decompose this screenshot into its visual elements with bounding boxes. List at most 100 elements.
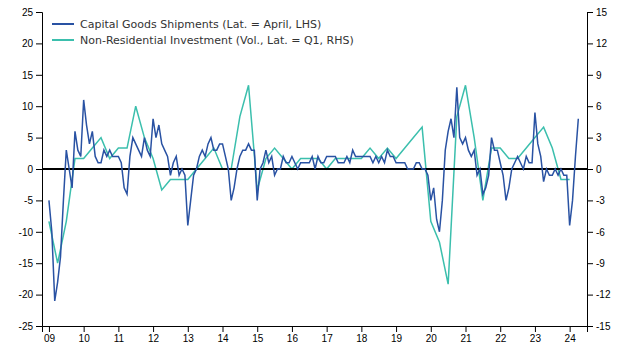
series-line: [49, 87, 578, 301]
tick-mark: [396, 326, 397, 332]
tick-mark: [257, 326, 258, 332]
tick-label: 10: [79, 333, 91, 344]
tick: 10: [79, 326, 91, 344]
tick-mark: [118, 326, 119, 332]
legend: Capital Goods Shipments (Lat. = April, L…: [52, 18, 354, 47]
tick: -25: [19, 321, 42, 332]
tick: 25: [22, 7, 42, 18]
tick-label: 12: [596, 38, 608, 49]
tick-mark: [36, 263, 42, 264]
tick-mark: [84, 326, 85, 332]
tick-mark: [36, 169, 42, 170]
tick-mark: [36, 12, 42, 13]
tick-mark: [36, 200, 42, 201]
y-axis: -25-20-15-10-50510152025: [19, 7, 43, 332]
tick: 12: [587, 38, 608, 49]
tick-label: -20: [19, 289, 34, 300]
tick-label: 23: [530, 333, 542, 344]
tick: 15: [252, 326, 264, 344]
tick: -20: [19, 289, 42, 300]
tick-label: 24: [565, 333, 577, 344]
tick: -12: [587, 289, 611, 300]
tick-label: -5: [24, 195, 33, 206]
tick-label: -3: [596, 195, 605, 206]
tick-label: 20: [22, 38, 34, 49]
tick: 19: [391, 326, 403, 344]
tick: 24: [565, 326, 577, 344]
tick-label: 15: [22, 70, 34, 81]
tick-mark: [535, 326, 536, 332]
tick: -5: [24, 195, 42, 206]
tick-mark: [36, 138, 42, 139]
tick-label: 9: [596, 70, 602, 81]
tick: 20: [426, 326, 438, 344]
tick: 0: [587, 164, 602, 175]
tick-label: 21: [460, 333, 472, 344]
legend-swatch: [52, 39, 74, 41]
tick-label: 11: [114, 333, 125, 344]
tick-label: 15: [252, 333, 264, 344]
tick-mark: [361, 326, 362, 332]
tick: -15: [19, 258, 42, 269]
tick-mark: [587, 200, 593, 201]
tick: 15: [587, 7, 608, 18]
axis-line: [588, 13, 594, 327]
tick-label: 6: [596, 101, 602, 112]
tick: 18: [356, 326, 368, 344]
tick-label: -15: [596, 321, 611, 332]
tick: 13: [183, 326, 195, 344]
tick-mark: [49, 326, 50, 332]
tick-label: 17: [322, 333, 334, 344]
tick: -10: [19, 227, 42, 238]
tick-label: 12: [148, 333, 160, 344]
tick-label: 14: [217, 333, 229, 344]
legend-item: Non-Residential Investment (Vol., Lat. =…: [52, 34, 354, 47]
tick-label: 18: [356, 333, 368, 344]
tick-mark: [292, 326, 293, 332]
tick: -15: [587, 321, 611, 332]
tick-mark: [36, 75, 42, 76]
tick-mark: [500, 326, 501, 332]
tick-label: 22: [495, 333, 507, 344]
marks: [42, 85, 587, 301]
tick: 09: [44, 326, 56, 344]
tick: 9: [587, 70, 602, 81]
tick: 5: [27, 132, 42, 143]
tick-label: 19: [391, 333, 403, 344]
tick: -9: [587, 258, 605, 269]
tick-label: 09: [44, 333, 56, 344]
tick: -3: [587, 195, 605, 206]
tick-mark: [587, 263, 593, 264]
tick: 22: [495, 326, 507, 344]
tick-mark: [587, 232, 593, 233]
tick-mark: [587, 12, 593, 13]
tick-label: -10: [19, 227, 34, 238]
tick-mark: [36, 232, 42, 233]
tick-label: 15: [596, 7, 608, 18]
tick-mark: [36, 43, 42, 44]
tick-label: -6: [596, 227, 605, 238]
tick-label: -15: [19, 258, 34, 269]
tick: 23: [530, 326, 542, 344]
tick-label: 25: [22, 7, 34, 18]
tick-label: 5: [27, 132, 33, 143]
plot: 09101112131415161718192021222324-25-20-1…: [19, 7, 611, 344]
tick-mark: [466, 326, 467, 332]
tick: 15: [22, 70, 42, 81]
tick-mark: [587, 106, 593, 107]
tick-label: -9: [596, 258, 605, 269]
x-axis: 09 10 11 12 13 14 15 16 17 18 19 20 21 22 23 24: [43, 326, 588, 344]
tick-mark: [587, 326, 593, 327]
tick: 20: [22, 38, 42, 49]
tick-mark: [570, 326, 571, 332]
tick-mark: [36, 106, 42, 107]
tick-mark: [587, 43, 593, 44]
tick: 12: [148, 326, 160, 344]
tick: 16: [287, 326, 299, 344]
tick-mark: [587, 138, 593, 139]
legend-label: Non-Residential Investment (Vol., Lat. =…: [80, 34, 354, 47]
tick-label: 16: [287, 333, 299, 344]
tick-mark: [223, 326, 224, 332]
tick-mark: [587, 75, 593, 76]
tick: 6: [587, 101, 602, 112]
